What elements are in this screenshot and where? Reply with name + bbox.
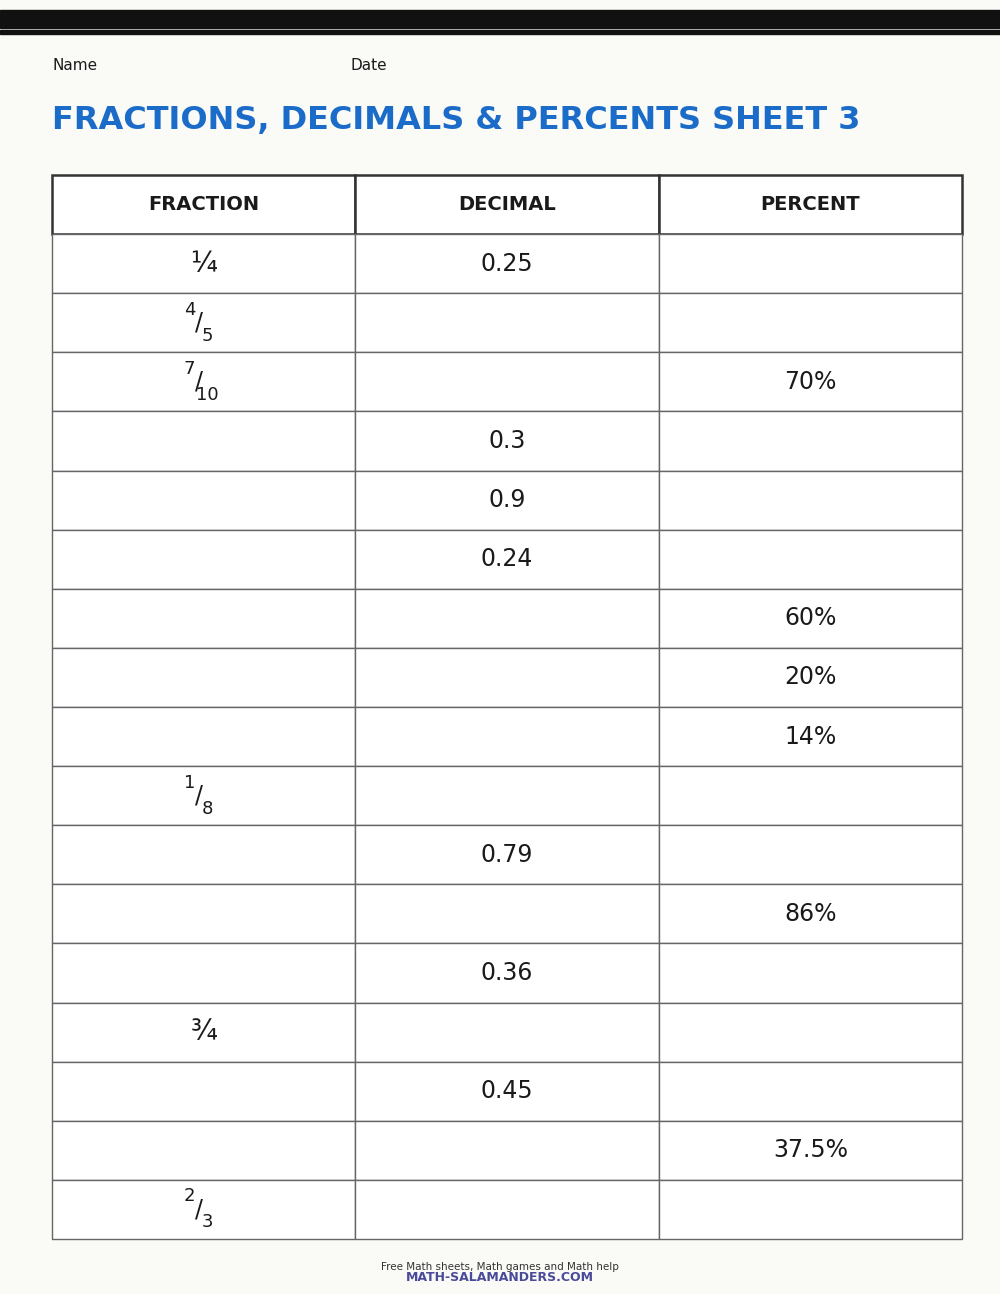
Bar [52, 766, 355, 826]
Bar [0, 10, 1000, 28]
Text: 20%: 20% [784, 665, 837, 690]
Text: PERCENT: PERCENT [761, 195, 860, 214]
Text: 2: 2 [184, 1188, 195, 1206]
Bar [355, 1003, 659, 1061]
Bar [52, 589, 355, 648]
Text: 3: 3 [202, 1214, 213, 1232]
Text: 0.9: 0.9 [488, 488, 526, 512]
Text: 86%: 86% [784, 902, 837, 927]
Text: Date: Date [350, 58, 387, 72]
Bar [659, 529, 962, 589]
Bar [355, 1061, 659, 1121]
Bar [659, 1061, 962, 1121]
Text: 70%: 70% [784, 370, 837, 393]
Bar [659, 1180, 962, 1238]
Text: 37.5%: 37.5% [773, 1139, 848, 1162]
Bar [52, 1061, 355, 1121]
Bar [52, 529, 355, 589]
Bar [355, 234, 659, 294]
Bar [659, 1121, 962, 1180]
Bar [52, 826, 355, 884]
Bar [52, 943, 355, 1003]
Bar [52, 1121, 355, 1180]
Bar [52, 884, 355, 943]
Text: 7: 7 [184, 360, 195, 378]
Bar [659, 826, 962, 884]
Bar [659, 294, 962, 352]
Bar [659, 707, 962, 766]
Bar [659, 648, 962, 707]
Text: 0.3: 0.3 [488, 430, 526, 453]
Bar [52, 234, 355, 294]
Text: 0.25: 0.25 [481, 251, 533, 276]
Text: 4: 4 [184, 300, 195, 318]
Bar [355, 648, 659, 707]
Text: 14%: 14% [784, 725, 836, 748]
Bar [52, 648, 355, 707]
Bar [659, 589, 962, 648]
Bar [659, 175, 962, 234]
Text: ¼: ¼ [190, 250, 217, 278]
Bar [52, 471, 355, 529]
Bar [355, 589, 659, 648]
Bar [355, 1121, 659, 1180]
Text: 0.36: 0.36 [481, 961, 533, 985]
Bar [355, 1180, 659, 1238]
Text: /: / [195, 784, 203, 807]
Bar [355, 471, 659, 529]
Text: FRACTIONS, DECIMALS & PERCENTS SHEET 3: FRACTIONS, DECIMALS & PERCENTS SHEET 3 [52, 105, 860, 136]
Bar [659, 766, 962, 826]
Bar [659, 943, 962, 1003]
Text: 60%: 60% [784, 607, 837, 630]
Text: /: / [195, 311, 203, 335]
Bar [659, 1003, 962, 1061]
Bar [355, 411, 659, 471]
Bar [355, 943, 659, 1003]
Bar [52, 352, 355, 411]
Text: 5: 5 [202, 327, 213, 344]
Text: /: / [195, 370, 203, 393]
Bar [52, 294, 355, 352]
Text: 0.79: 0.79 [481, 842, 533, 867]
Bar [659, 471, 962, 529]
Text: FRACTION: FRACTION [148, 195, 259, 214]
Text: Free Math sheets, Math games and Math help: Free Math sheets, Math games and Math he… [381, 1262, 619, 1272]
Bar [355, 707, 659, 766]
Bar [52, 1180, 355, 1238]
Bar [0, 30, 1000, 34]
Bar [659, 352, 962, 411]
Bar [355, 884, 659, 943]
Text: 8: 8 [202, 800, 213, 818]
Bar [52, 1003, 355, 1061]
Bar [355, 352, 659, 411]
Bar [52, 175, 355, 234]
Bar [659, 884, 962, 943]
Bar [355, 826, 659, 884]
Bar [659, 234, 962, 294]
Bar [52, 707, 355, 766]
Bar [355, 175, 659, 234]
Bar [355, 294, 659, 352]
Text: 10: 10 [196, 386, 219, 404]
Text: Name: Name [52, 58, 97, 72]
Text: 1: 1 [184, 774, 195, 792]
Bar [52, 411, 355, 471]
Text: MATH-SALAMANDERS.COM: MATH-SALAMANDERS.COM [406, 1271, 594, 1284]
Bar [355, 766, 659, 826]
Text: ¾: ¾ [190, 1018, 217, 1046]
Bar [355, 529, 659, 589]
Text: DECIMAL: DECIMAL [458, 195, 556, 214]
Text: 0.45: 0.45 [481, 1079, 533, 1104]
Text: /: / [195, 1197, 203, 1222]
Text: 0.24: 0.24 [481, 547, 533, 571]
Bar [659, 411, 962, 471]
